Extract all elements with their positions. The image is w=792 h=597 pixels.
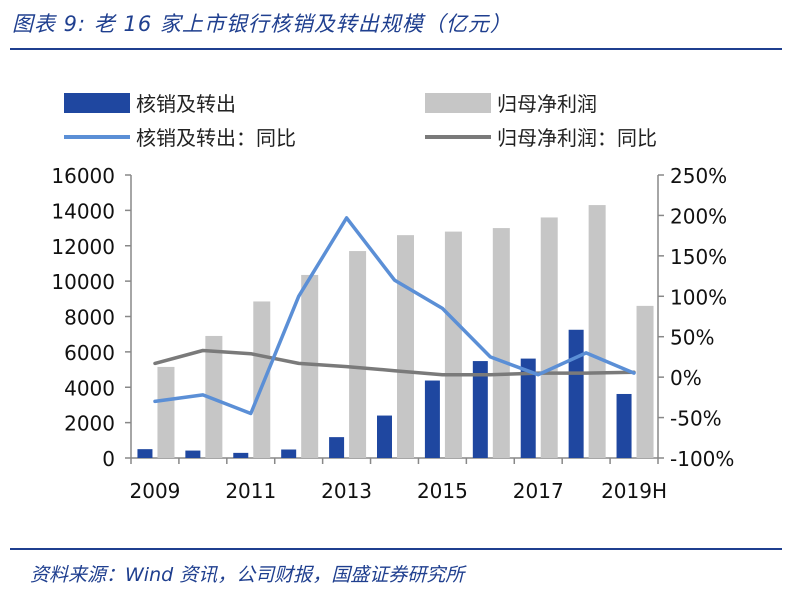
chart-title: 图表 9: 老 16 家上市银行核销及转出规模（亿元） [12, 12, 512, 36]
bar-writeoff-2009 [137, 449, 153, 458]
bar-profit-2014 [397, 235, 414, 458]
series-writeoff-bars [137, 329, 632, 458]
bar-profit-2010 [205, 335, 223, 458]
legend-label-profit-line: 归母净利润：同比 [497, 126, 657, 150]
x-tick-label: 2015 [417, 479, 468, 503]
x-tick-label: 2019H [601, 479, 667, 503]
series-profit-bars [157, 205, 654, 458]
bar-profit-2012 [301, 274, 319, 458]
bar-profit-2009 [157, 366, 175, 458]
y-right-tick-label: -50% [670, 407, 722, 431]
bar-writeoff-2018 [568, 329, 584, 458]
x-tick-label: 2009 [130, 479, 181, 503]
x-tick-label: 2011 [225, 479, 276, 503]
legend-swatch-profit-bar [425, 93, 491, 113]
bar-profit-2019H [636, 305, 654, 458]
title-divider [10, 48, 782, 50]
legend: 核销及转出 归母净利润 核销及转出：同比 归母净利润：同比 [64, 92, 657, 150]
y-left-ticks: 16000 14000 12000 10000 8000 6000 4000 2000 0 [51, 164, 131, 471]
line-profit-yoy [153, 348, 636, 377]
bar-writeoff-2017 [520, 358, 536, 458]
y-right-tick-label: 250% [670, 164, 727, 188]
y-left-tick-label: 12000 [51, 235, 115, 259]
y-left-tick-label: 4000 [64, 376, 115, 400]
y-left-tick-label: 0 [102, 447, 115, 471]
y-right-tick-label: 100% [670, 285, 727, 309]
y-left-tick-label: 14000 [51, 199, 115, 223]
bar-writeoff-2011 [233, 452, 249, 458]
y-left-tick-label: 6000 [64, 341, 115, 365]
bar-writeoff-2019H [616, 393, 632, 458]
y-left-tick-label: 2000 [64, 412, 115, 436]
bar-profit-2013 [349, 251, 367, 458]
y-left-tick-label: 10000 [51, 270, 115, 294]
y-left-tick-label: 8000 [64, 306, 115, 330]
y-right-ticks: 250% 200% 150% 100% 50% 0% -50% -100% [658, 164, 734, 471]
bar-writeoff-2014 [377, 415, 392, 458]
bar-profit-2011 [253, 301, 271, 458]
x-tick-label: 2017 [513, 479, 564, 503]
x-ticks: 2009 2011 2013 2015 2017 2019H [130, 458, 667, 503]
source-divider [10, 548, 782, 550]
legend-label-writeoff-bar: 核销及转出 [136, 92, 236, 116]
bar-writeoff-2016 [472, 361, 488, 458]
y-right-tick-label: -100% [670, 447, 734, 471]
line-writeoff-yoy [153, 216, 636, 416]
bar-profit-2015 [444, 231, 462, 458]
bar-profit-2016 [492, 228, 510, 458]
bar-profit-2018 [588, 205, 606, 458]
bar-writeoff-2013 [329, 437, 345, 458]
bar-profit-2017 [540, 217, 558, 458]
series-lines [153, 216, 636, 416]
y-right-tick-label: 0% [670, 366, 702, 390]
y-right-tick-label: 200% [670, 204, 727, 228]
legend-swatch-writeoff-bar [64, 93, 130, 113]
y-right-tick-label: 150% [670, 245, 727, 269]
x-tick-label: 2013 [321, 479, 372, 503]
y-right-tick-label: 50% [670, 326, 714, 350]
bar-writeoff-2015 [424, 380, 440, 458]
source-note: 资料来源：Wind 资讯，公司财报，国盛证券研究所 [30, 564, 465, 586]
legend-label-profit-bar: 归母净利润 [497, 92, 597, 116]
legend-label-writeoff-line: 核销及转出：同比 [136, 126, 296, 150]
bar-writeoff-2010 [185, 450, 201, 458]
y-left-tick-label: 16000 [51, 164, 115, 188]
bar-writeoff-2012 [281, 449, 297, 458]
